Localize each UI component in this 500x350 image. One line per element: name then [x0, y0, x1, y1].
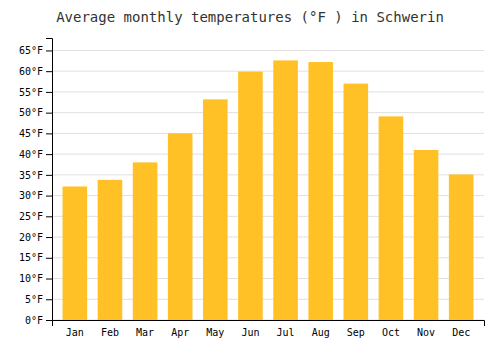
y-tick-mark [46, 216, 52, 217]
x-tick-label: Jun [241, 327, 259, 338]
bar [98, 180, 123, 320]
x-tick: Feb [101, 327, 119, 338]
y-tick: 45°F [19, 128, 52, 139]
x-tick: Sep [347, 327, 365, 338]
x-tick: Nov [417, 327, 435, 338]
chart: 0°F 5°F 10°F 15°F 20°F 25°F 30°F 35°F 40°F 45°F 50… [0, 0, 500, 350]
bar [379, 116, 404, 320]
y-tick-label: 20°F [19, 232, 43, 243]
bar [414, 150, 439, 320]
y-tick-label: 10°F [19, 273, 43, 284]
y-tick-mark [46, 279, 52, 280]
y-tick-label: 35°F [19, 170, 43, 181]
y-tick: 5°F [25, 294, 52, 305]
x-tick-label: Nov [417, 327, 435, 338]
x-tick: Dec [452, 327, 470, 338]
bars [63, 60, 474, 320]
bar [133, 162, 158, 320]
x-tick-label: Feb [101, 327, 119, 338]
x-tick: Aug [312, 327, 330, 338]
grid-line [52, 91, 484, 92]
x-tick-label: Jan [66, 327, 84, 338]
y-tick-mark [46, 113, 52, 114]
y-tick: 0°F [25, 315, 52, 326]
y-tick-label: 55°F [19, 87, 43, 98]
x-tick-label: Oct [382, 327, 400, 338]
y-axis: 0°F 5°F 10°F 15°F 20°F 25°F 30°F 35°F 40°F 45°F 50… [19, 39, 53, 326]
y-tick-label: 0°F [25, 315, 43, 326]
y-tick: 10°F [19, 273, 52, 284]
y-tick-mark [46, 175, 52, 176]
bar [449, 174, 474, 320]
y-tick-mark [46, 92, 52, 93]
bar [63, 186, 88, 320]
y-tick-mark [46, 320, 52, 321]
y-tick-label: 30°F [19, 190, 43, 201]
bar [238, 72, 263, 320]
y-axis-line [46, 39, 53, 321]
y-tick-mark [46, 71, 52, 72]
bar [273, 60, 298, 320]
y-tick: 30°F [19, 190, 52, 201]
plot: 0°F 5°F 10°F 15°F 20°F 25°F 30°F 35°F 40°F 45°F 50… [19, 39, 485, 339]
grid-line [52, 71, 484, 72]
y-tick: 40°F [19, 149, 52, 160]
grid-line [52, 133, 484, 134]
x-tick-label: Aug [312, 327, 330, 338]
y-tick: 50°F [19, 107, 52, 118]
x-tick: Mar [136, 327, 154, 338]
y-tick-label: 45°F [19, 128, 43, 139]
y-tick-label: 65°F [19, 45, 43, 56]
x-tick: Oct [382, 327, 400, 338]
y-tick-mark [46, 133, 52, 134]
x-tick-label: Sep [347, 327, 365, 338]
y-tick: 35°F [19, 170, 52, 181]
x-tick-label: Apr [171, 327, 189, 338]
x-tick: May [206, 327, 224, 338]
x-tick-label: Dec [452, 327, 470, 338]
grid [52, 50, 484, 320]
x-axis-line [53, 321, 485, 327]
y-tick-label: 40°F [19, 149, 43, 160]
y-tick-label: 50°F [19, 107, 43, 118]
x-tick: Jul [277, 327, 295, 338]
x-tick: Jun [241, 327, 259, 338]
y-tick: 25°F [19, 211, 52, 222]
x-axis: Jan Feb Mar Apr May Jun Jul Aug Sep Oct Nov Dec [53, 321, 485, 339]
y-tick: 15°F [19, 252, 52, 263]
bar [308, 62, 333, 320]
y-tick-label: 5°F [25, 294, 43, 305]
y-tick-label: 15°F [19, 252, 43, 263]
bar [168, 133, 193, 320]
y-tick: 20°F [19, 232, 52, 243]
bar [203, 99, 228, 320]
y-tick: 60°F [19, 66, 52, 77]
y-tick-mark [46, 154, 52, 155]
x-tick-label: Jul [277, 327, 295, 338]
y-tick-mark [46, 50, 52, 51]
y-tick: 55°F [19, 87, 52, 98]
y-tick-mark [46, 299, 52, 300]
x-tick-label: May [206, 327, 224, 338]
x-tick: Apr [171, 327, 189, 338]
x-tick-label: Mar [136, 327, 154, 338]
y-tick-mark [46, 196, 52, 197]
y-tick-mark [46, 258, 52, 259]
y-tick-mark [46, 237, 52, 238]
bar [344, 84, 369, 320]
grid-line [52, 50, 484, 51]
y-tick-label: 60°F [19, 66, 43, 77]
grid-line [52, 112, 484, 113]
y-tick: 65°F [19, 45, 52, 56]
title: Average monthly temperatures (°F ) in Sc… [56, 9, 444, 25]
y-tick-label: 25°F [19, 211, 43, 222]
x-tick: Jan [66, 327, 84, 338]
